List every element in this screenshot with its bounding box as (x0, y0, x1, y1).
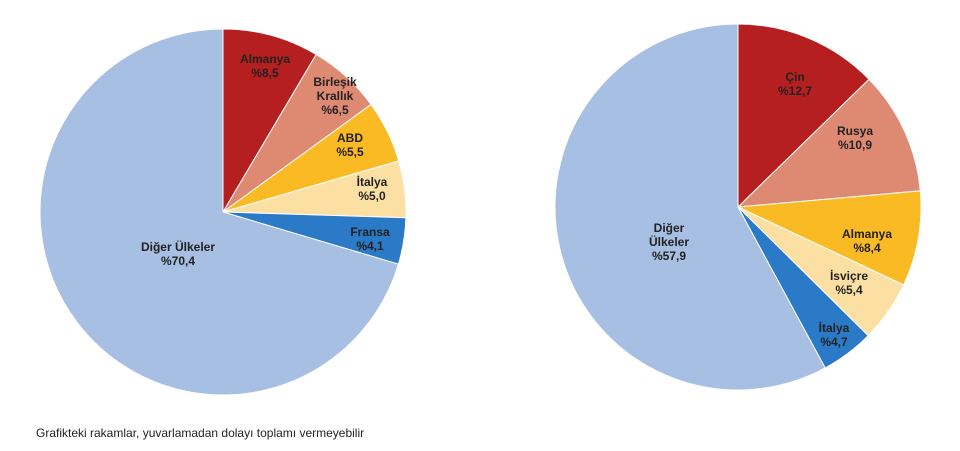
pie-charts: Almanya %8,5 Birleşik Krallık %6,5 ABD %5,5 İta… (39, 23, 922, 396)
pie-chart-right: Çin %12,7 Rusya %10,9 Almanya %8,4 İsviçre %5,4… (554, 23, 922, 391)
pie2-slice-diger-ulkeler (554, 23, 826, 391)
pie1-label-diger-ulkeler: Diğer Ülkeler %70,4 (141, 239, 215, 268)
pie2-label-isvicre: İsviçre %5,4 (830, 268, 868, 297)
pie1-label-abd: ABD %5,5 (336, 131, 364, 159)
pie-chart-left: Almanya %8,5 Birleşik Krallık %6,5 ABD %5,5 İta… (39, 28, 407, 396)
pie2-label-italya: İtalya %4,7 (819, 320, 850, 349)
pie1-slice-diger-ulkeler (39, 28, 400, 396)
pie1-label-italya: İtalya %5,0 (357, 174, 388, 203)
pie1-label-almanya: Almanya %8,5 (240, 52, 290, 80)
pie1-slice-almanya (222, 28, 317, 214)
pie2-label-cin: Çin %12,7 (778, 70, 812, 98)
pie2-slice-cin (737, 23, 870, 209)
pie1-label-birlesik-krallik: Birleşik Krallık %6,5 (313, 75, 357, 117)
pie2-label-rusya: Rusya %10,9 (837, 124, 873, 152)
pie2-slice-rusya (736, 78, 921, 208)
pie2-label-almanya: Almanya %8,4 (842, 227, 892, 255)
pie2-slice-almanya (736, 190, 922, 286)
footnote: Grafikteki rakamlar, yuvarlamadan dolayı… (36, 426, 365, 440)
pie1-label-fransa: Fransa %4,1 (350, 225, 390, 253)
pie2-label-diger-ulkeler: Diğer Ülkeler %57,9 (649, 221, 689, 263)
